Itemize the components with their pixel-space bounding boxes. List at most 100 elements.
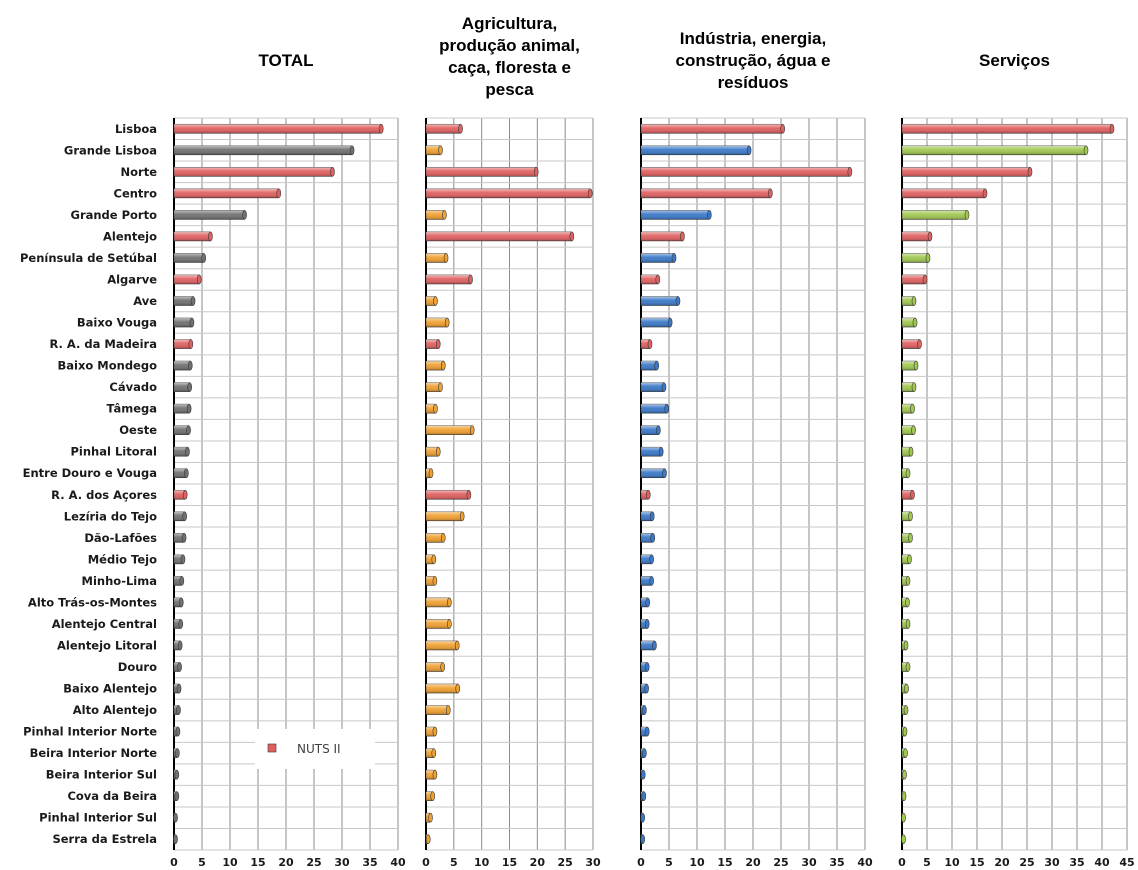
category-labels: Lisboa Grande Lisboa Norte Centro Grande Por… bbox=[20, 122, 157, 846]
bar-end-cap bbox=[466, 489, 472, 500]
bar-end-cap bbox=[911, 296, 917, 306]
category-label-baixo-mondego: Baixo Mondego bbox=[58, 359, 158, 373]
bar-end-cap bbox=[432, 769, 438, 780]
category-label-r-a-da-madeira: R. A. da Madeira bbox=[49, 337, 157, 351]
x-tick-label: 25 bbox=[773, 856, 788, 869]
bar-shine bbox=[174, 425, 189, 435]
bar-shine bbox=[174, 274, 200, 284]
bar-shine bbox=[426, 382, 441, 392]
bar-shine bbox=[641, 124, 783, 134]
bar-end-cap bbox=[178, 619, 184, 629]
bar-end-cap bbox=[188, 339, 194, 349]
bar-shine bbox=[174, 662, 180, 672]
bar-end-cap bbox=[428, 468, 434, 479]
bar-end-cap bbox=[435, 446, 441, 457]
panel-title-line: produção animal, bbox=[439, 36, 580, 55]
x-tick-label: 25 bbox=[306, 856, 321, 869]
bar-shine bbox=[641, 533, 653, 543]
x-tick-label: 40 bbox=[1094, 856, 1110, 869]
bar-end-cap bbox=[641, 791, 647, 801]
bar-shine bbox=[174, 404, 190, 414]
bar-shine bbox=[426, 167, 537, 177]
bar-end-cap bbox=[644, 726, 650, 737]
bar-end-cap bbox=[185, 446, 190, 457]
x-tick-label: 5 bbox=[198, 856, 206, 869]
bar-shine bbox=[902, 361, 916, 371]
bar-end-cap bbox=[649, 554, 654, 565]
bar-end-cap bbox=[645, 597, 651, 608]
bar-end-cap bbox=[378, 123, 384, 134]
bar-shine bbox=[174, 576, 182, 586]
category-label-baixo-alentejo: Baixo Alentejo bbox=[63, 682, 157, 696]
bar-end-cap bbox=[642, 705, 647, 715]
legend-label-nuts-ii: NUTS II bbox=[297, 742, 341, 756]
bar-shine bbox=[641, 727, 648, 737]
bar-shine bbox=[426, 727, 435, 737]
bar-shine bbox=[426, 770, 435, 780]
x-tick-label: 15 bbox=[502, 856, 517, 869]
bar-end-cap bbox=[533, 167, 539, 177]
bar-shine bbox=[426, 425, 473, 435]
bar-shine bbox=[426, 339, 439, 349]
bar-end-cap bbox=[186, 403, 192, 414]
bar-shine bbox=[426, 511, 463, 521]
bar-end-cap bbox=[454, 640, 460, 651]
bar-end-cap bbox=[468, 274, 473, 285]
bar-end-cap bbox=[655, 274, 661, 285]
x-tick-label: 25 bbox=[1019, 856, 1034, 869]
bar-end-cap bbox=[443, 253, 449, 263]
bar-shine bbox=[174, 339, 191, 349]
x-tick-label: 0 bbox=[170, 856, 178, 869]
category-label-r-a-dos-acores: R. A. dos Açores bbox=[51, 488, 157, 502]
bar-end-cap bbox=[428, 812, 433, 823]
bar-shine bbox=[641, 576, 652, 586]
bar-shine bbox=[174, 124, 382, 134]
category-label-alentejo-central: Alentejo Central bbox=[52, 617, 157, 631]
category-label-centro: Centro bbox=[114, 186, 158, 200]
bar-end-cap bbox=[671, 253, 677, 263]
bar-shine bbox=[902, 619, 908, 629]
bar-shine bbox=[426, 576, 435, 586]
bar-end-cap bbox=[447, 597, 452, 608]
panel-2: Agricultura, produção animal, caça, flores… bbox=[422, 14, 601, 869]
x-tick-label: 30 bbox=[334, 856, 350, 869]
legend-swatch-nuts-ii bbox=[267, 743, 277, 753]
bar-end-cap bbox=[440, 533, 446, 543]
bar-end-cap bbox=[587, 188, 593, 199]
bar-shine bbox=[902, 597, 908, 607]
bar-end-cap bbox=[430, 791, 435, 801]
bar-shine bbox=[902, 554, 910, 564]
x-tick-label: 5 bbox=[450, 856, 458, 869]
bar-shine bbox=[426, 597, 450, 607]
x-tick-label: 15 bbox=[717, 856, 732, 869]
bar-shine bbox=[174, 447, 188, 457]
category-label-norte: Norte bbox=[121, 165, 158, 179]
category-label-beira-interior-norte: Beira Interior Norte bbox=[30, 746, 158, 760]
bar-shine bbox=[426, 188, 591, 198]
bar-shine bbox=[641, 554, 652, 564]
category-label-pinhal-interior-sul: Pinhal Interior Sul bbox=[39, 811, 157, 825]
bar-end-cap bbox=[201, 253, 206, 263]
bar-shine bbox=[426, 404, 436, 414]
x-tick-label: 15 bbox=[250, 856, 265, 869]
bar-end-cap bbox=[187, 382, 192, 392]
x-tick-label: 5 bbox=[923, 856, 931, 869]
panel-3: Indústria, energia, construção, água e res… bbox=[637, 29, 873, 869]
bar-shine bbox=[902, 490, 913, 500]
bar-shine bbox=[174, 231, 211, 241]
bar-end-cap bbox=[184, 468, 189, 479]
category-label-entre-douro-e-vouga: Entre Douro e Vouga bbox=[23, 466, 157, 480]
bar-end-cap bbox=[905, 597, 910, 608]
bar-shine bbox=[426, 447, 439, 457]
bar-shine bbox=[641, 339, 650, 349]
category-label-algarve: Algarve bbox=[107, 272, 157, 286]
x-tick-label: 10 bbox=[222, 856, 238, 869]
bar-end-cap bbox=[175, 748, 180, 758]
bar-shine bbox=[902, 318, 915, 328]
bar-end-cap bbox=[925, 253, 931, 263]
bar-shine bbox=[426, 468, 432, 478]
bar-end-cap bbox=[242, 210, 247, 220]
bar-shine bbox=[902, 339, 920, 349]
bar-shine bbox=[902, 576, 908, 586]
